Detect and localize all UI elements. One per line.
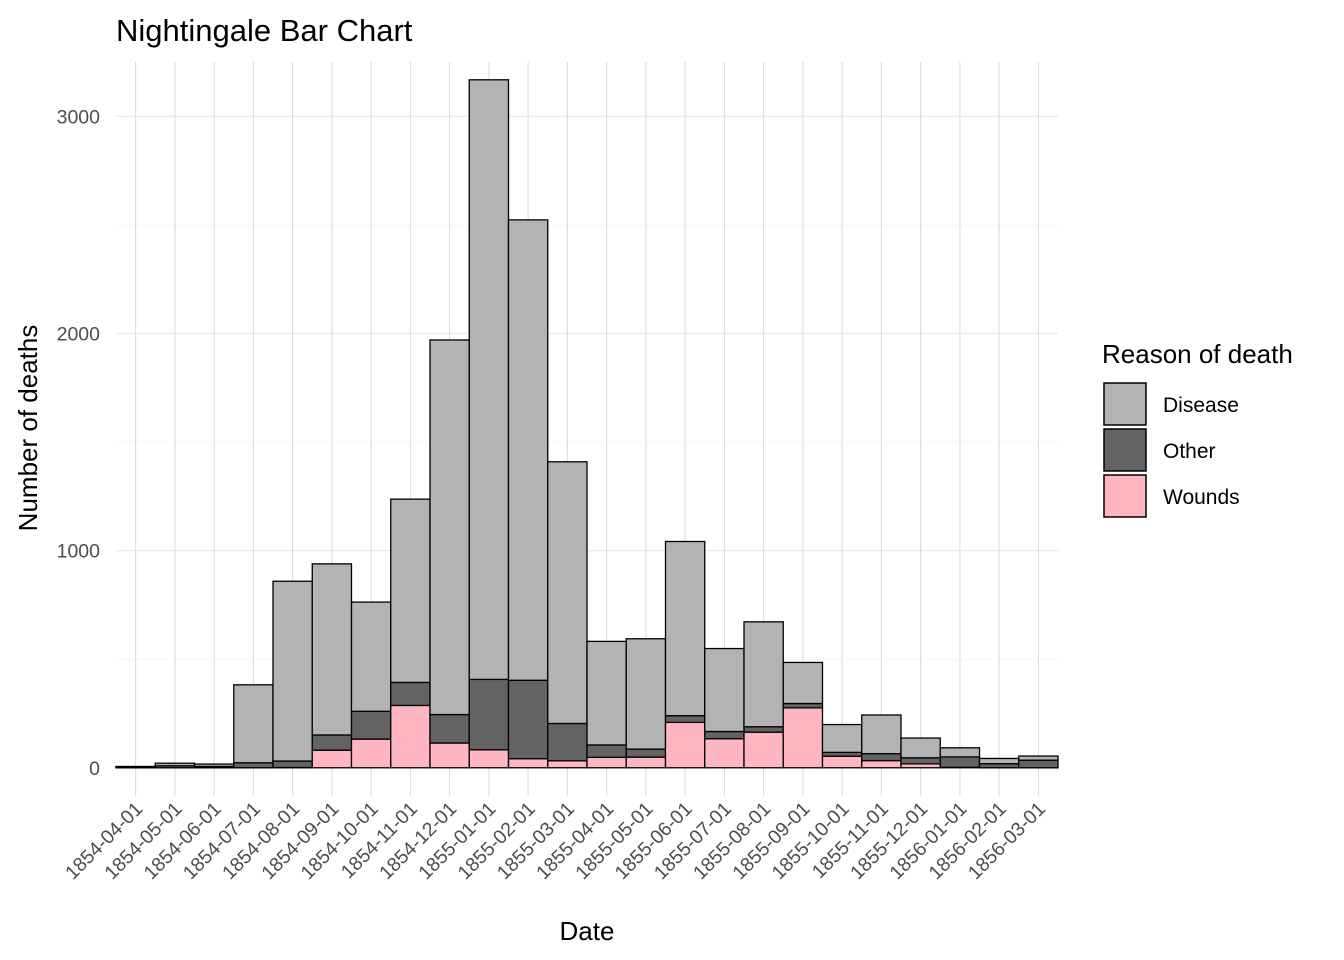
bar-disease-1855-09-01 xyxy=(782,661,824,705)
legend-title: Reason of death xyxy=(1102,339,1293,369)
bar-disease-1854-07-01 xyxy=(233,684,274,764)
bar-other-1854-08-01 xyxy=(272,760,313,769)
bar-other-1855-01-01 xyxy=(468,678,510,751)
bar-wounds-1855-09-01 xyxy=(782,707,824,769)
legend-key-wounds xyxy=(1103,474,1147,518)
bar-wounds-1855-01-01 xyxy=(468,749,510,769)
bar-other-1855-06-01 xyxy=(664,715,706,724)
bar-disease-1854-10-01 xyxy=(350,601,392,712)
bar-other-1855-04-01 xyxy=(586,744,627,758)
bar-disease-1854-06-01 xyxy=(193,763,235,768)
bar-disease-1855-06-01 xyxy=(664,540,706,717)
y-tick-label: 1000 xyxy=(57,541,101,563)
legend-label-disease: Disease xyxy=(1163,394,1239,417)
bar-disease-1855-07-01 xyxy=(704,647,745,733)
bar-other-1856-01-01 xyxy=(939,756,981,768)
bar-wounds-1855-08-01 xyxy=(743,731,784,769)
bar-other-1855-08-01 xyxy=(743,726,784,733)
bar-wounds-1854-09-01 xyxy=(311,749,353,769)
y-tick-label: 0 xyxy=(89,758,100,780)
bar-wounds-1855-10-01 xyxy=(821,755,863,769)
bar-other-1854-12-01 xyxy=(429,713,470,744)
bar-disease-1855-08-01 xyxy=(743,621,784,728)
bar-other-1855-02-01 xyxy=(507,679,549,760)
bar-other-1854-07-01 xyxy=(233,762,274,769)
bar-disease-1855-05-01 xyxy=(625,638,667,750)
bar-disease-1855-11-01 xyxy=(861,714,902,755)
bar-other-1855-09-01 xyxy=(782,702,824,709)
bar-other-1856-03-01 xyxy=(1018,759,1059,769)
legend-key-disease xyxy=(1103,382,1147,426)
bar-wounds-1854-11-01 xyxy=(390,704,431,769)
bar-disease-1856-02-01 xyxy=(978,757,1020,765)
bar-other-1854-09-01 xyxy=(311,734,353,751)
bar-disease-1855-02-01 xyxy=(507,219,549,681)
bar-disease-1855-01-01 xyxy=(468,79,510,681)
bar-disease-1854-12-01 xyxy=(429,339,470,716)
bar-disease-1855-04-01 xyxy=(586,640,627,746)
y-tick-label: 2000 xyxy=(57,323,101,345)
bar-disease-1854-09-01 xyxy=(311,563,353,736)
bar-disease-1855-03-01 xyxy=(547,461,588,725)
legend: Reason of death Disease Other Wounds xyxy=(1102,339,1293,518)
y-axis-title: Number of deaths xyxy=(13,325,43,532)
bar-wounds-1855-03-01 xyxy=(547,760,588,769)
bar-wounds-1854-10-01 xyxy=(350,738,392,769)
legend-label-wounds: Wounds xyxy=(1163,486,1240,509)
bar-other-1855-03-01 xyxy=(547,722,588,762)
legend-key-other xyxy=(1103,428,1147,472)
chart-title: Nightingale Bar Chart xyxy=(116,13,413,48)
bars-layer xyxy=(115,79,1059,769)
bar-disease-1854-05-01 xyxy=(154,762,196,767)
legend-items: Disease Other Wounds xyxy=(1103,382,1240,518)
bar-other-1855-11-01 xyxy=(861,753,902,762)
y-tick-label: 3000 xyxy=(57,106,101,128)
bar-disease-1854-08-01 xyxy=(272,580,313,762)
bar-wounds-1855-07-01 xyxy=(704,738,745,769)
bar-wounds-1855-06-01 xyxy=(664,721,706,769)
bar-other-1855-07-01 xyxy=(704,730,745,740)
bar-wounds-1855-04-01 xyxy=(586,756,627,769)
bar-wounds-1855-05-01 xyxy=(625,756,667,769)
bar-disease-1855-10-01 xyxy=(821,723,863,754)
bar-wounds-1855-02-01 xyxy=(507,757,549,769)
bar-disease-1856-01-01 xyxy=(939,747,981,758)
bar-other-1855-12-01 xyxy=(900,757,941,765)
x-axis-title: Date xyxy=(560,916,615,946)
bar-other-1854-11-01 xyxy=(390,681,431,707)
bar-disease-1855-12-01 xyxy=(900,737,941,759)
bar-disease-1854-11-01 xyxy=(390,498,431,684)
legend-label-other: Other xyxy=(1163,440,1216,463)
bar-other-1855-05-01 xyxy=(625,748,667,758)
bar-disease-1856-03-01 xyxy=(1018,755,1059,761)
bar-wounds-1855-11-01 xyxy=(861,759,902,769)
bar-other-1854-10-01 xyxy=(350,710,392,740)
bar-wounds-1854-12-01 xyxy=(429,742,470,769)
